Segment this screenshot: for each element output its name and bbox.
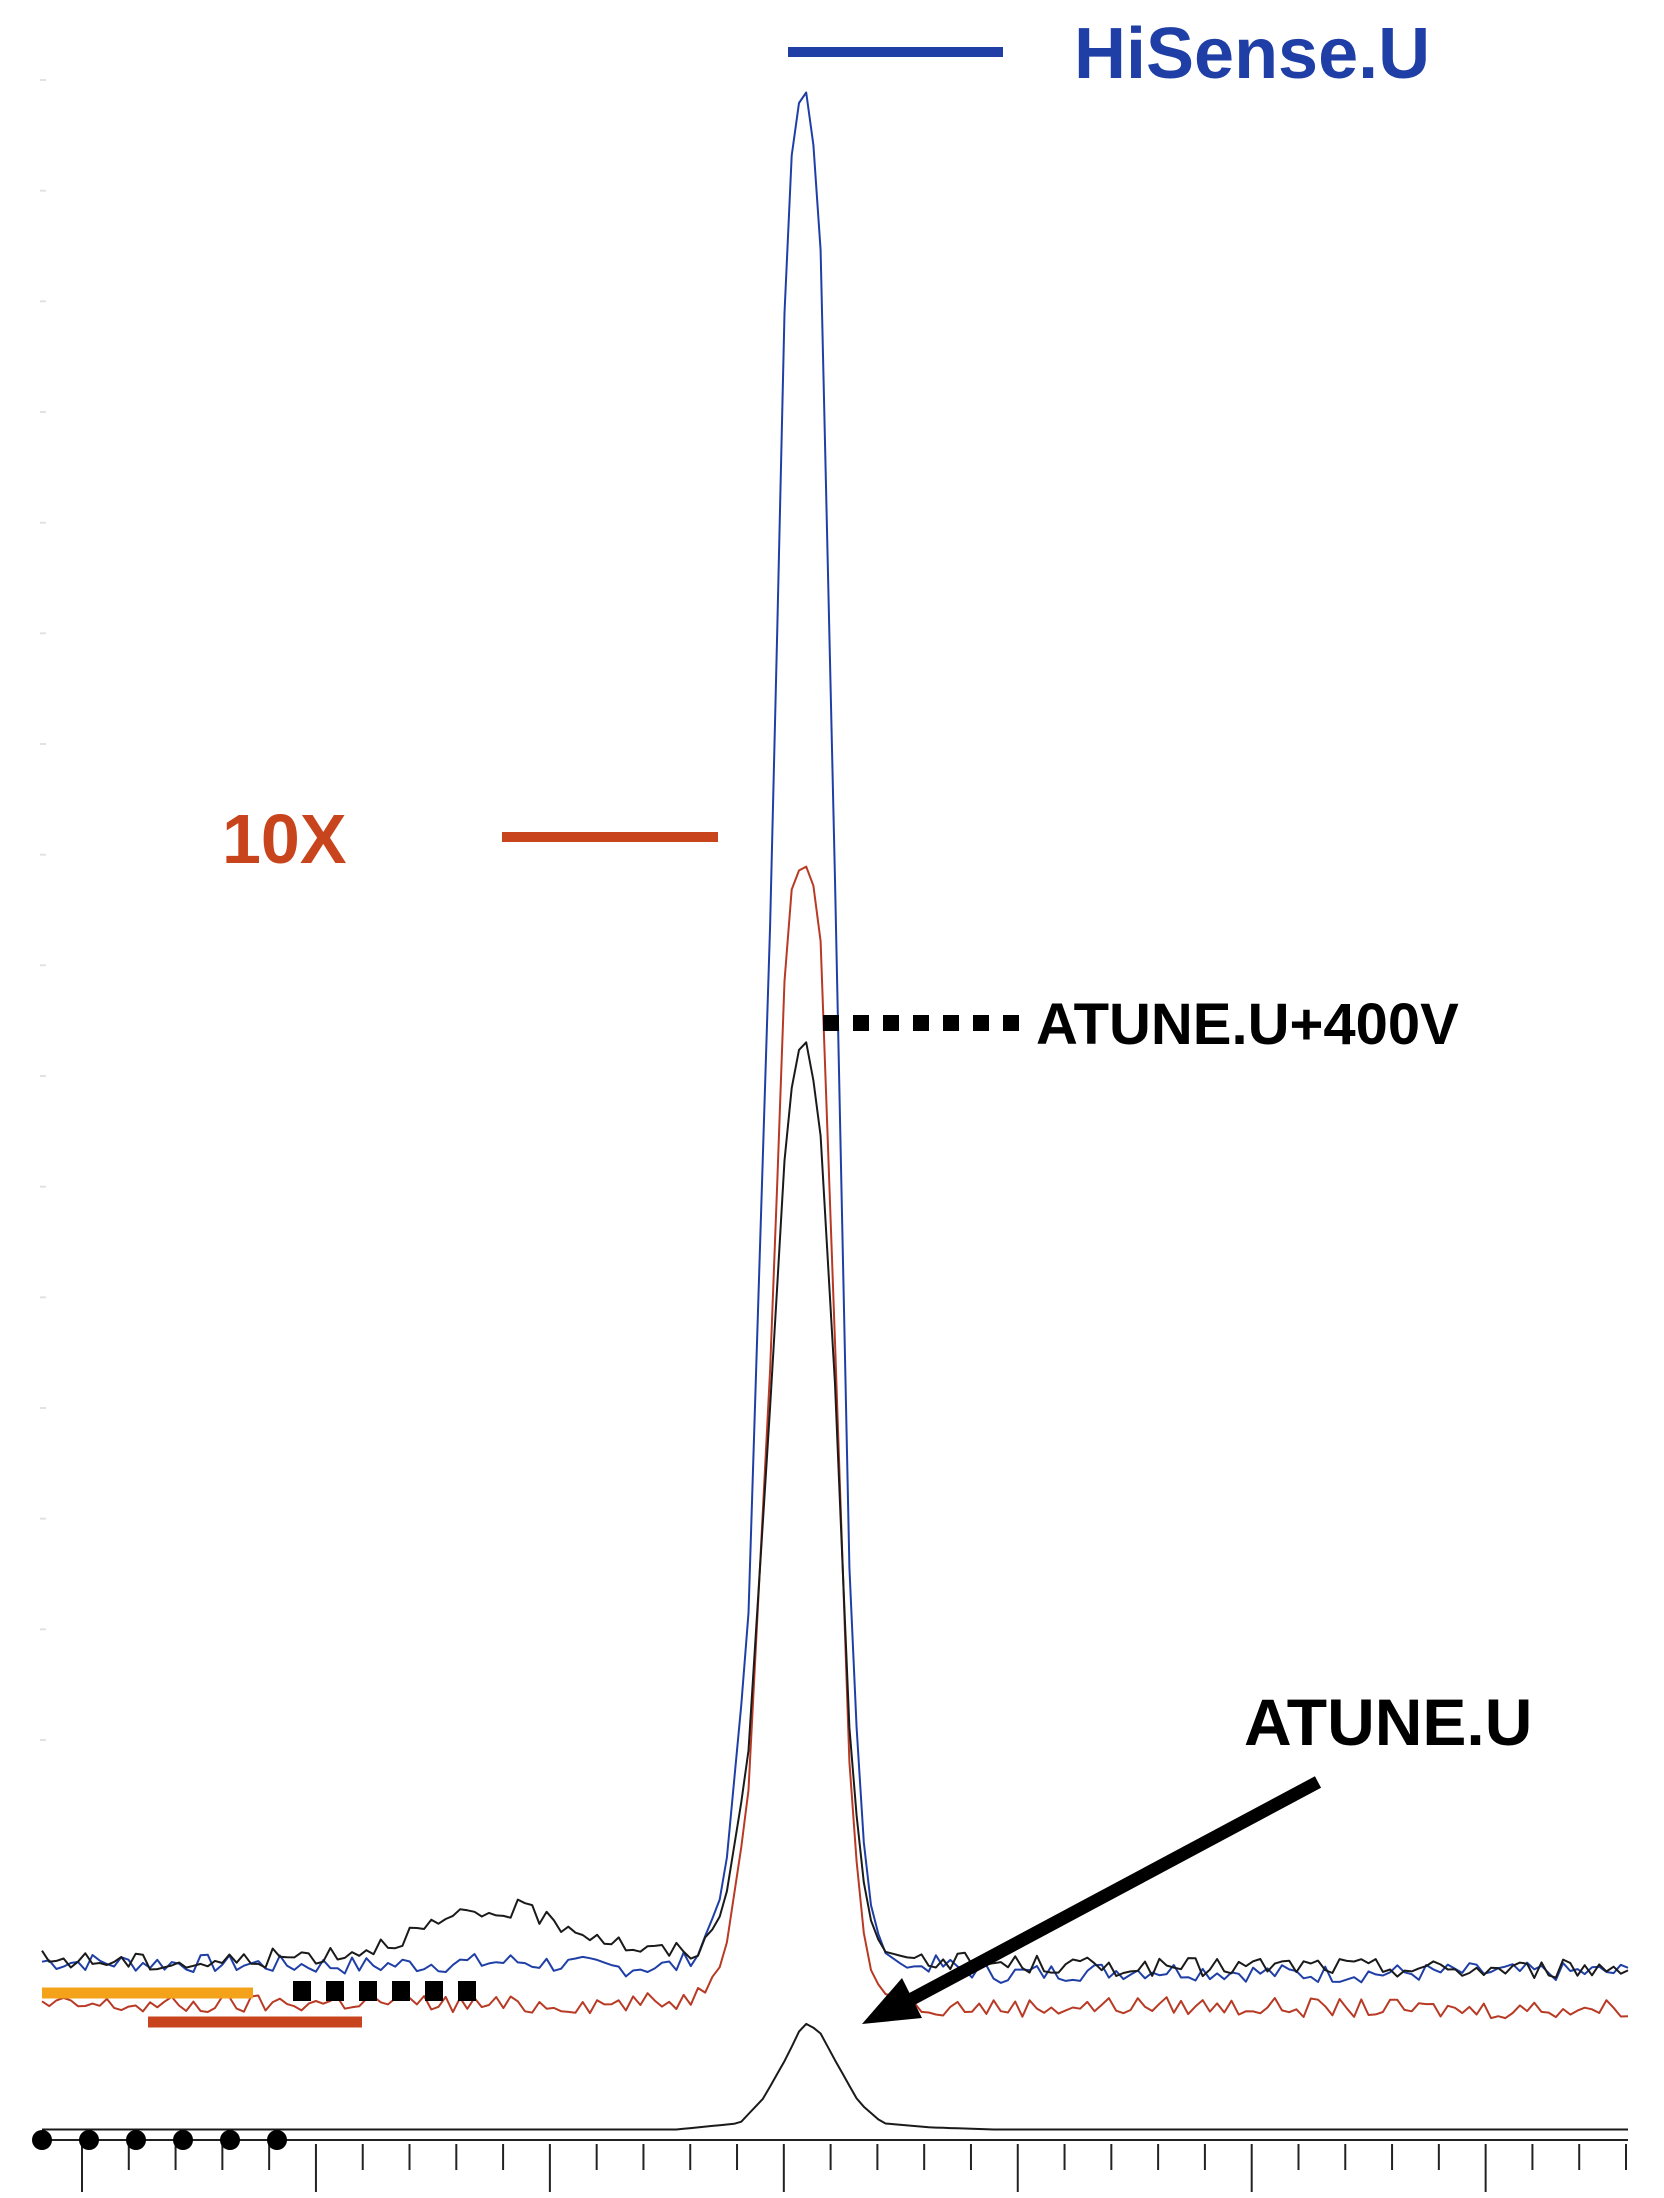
legend-marker-square-dot [425,1981,443,2001]
legend-marker-square-dot [293,1981,311,2001]
legend-marker-round-dot [126,2130,146,2150]
series-line-atune-u [42,2022,1628,2131]
label-atune-arrow-head [862,1978,922,2024]
legend-marker-square-dot [392,1981,410,2001]
label-10x-group: 10X [222,800,718,878]
label-atune-group: ATUNE.U [862,1685,1532,2024]
label-atune: ATUNE.U [1244,1685,1532,1759]
label-hisense: HiSense.U [1074,14,1430,94]
legend-marker-round-dot [32,2130,52,2150]
legend-marker-square-dot [458,1981,476,2001]
legend-marker-square-dot [326,1981,344,2001]
legend-markers [32,1981,476,2150]
y-axis-faint-ticks [40,79,46,1741]
legend-marker-round-dot [79,2130,99,2150]
series-line-10x [41,865,1629,2020]
label-atune400-group: ATUNE.U+400V [823,992,1459,1057]
label-hisense-group: HiSense.U [788,14,1430,94]
legend-marker-round-dot [173,2130,193,2150]
legend-marker-square-dot [359,1981,377,2001]
legend-marker-round-dot [220,2130,240,2150]
label-atune-arrow-shaft [906,1776,1322,2006]
series-line-hisense-u [41,91,1629,1984]
x-axis [42,2139,1628,2192]
legend-marker-round-dot [267,2130,287,2150]
series-line-atune-u-400v [41,1041,1629,1979]
series-group [41,91,1629,2131]
label-10x: 10X [222,800,347,878]
label-atune400: ATUNE.U+400V [1036,992,1459,1057]
